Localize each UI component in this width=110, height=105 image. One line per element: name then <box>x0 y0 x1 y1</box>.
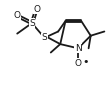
Text: O: O <box>75 58 82 68</box>
Text: •: • <box>82 57 89 67</box>
Text: O: O <box>34 5 41 14</box>
Text: S: S <box>42 33 47 42</box>
Text: S: S <box>29 19 35 28</box>
Text: O: O <box>14 11 21 20</box>
Text: N: N <box>75 44 82 53</box>
